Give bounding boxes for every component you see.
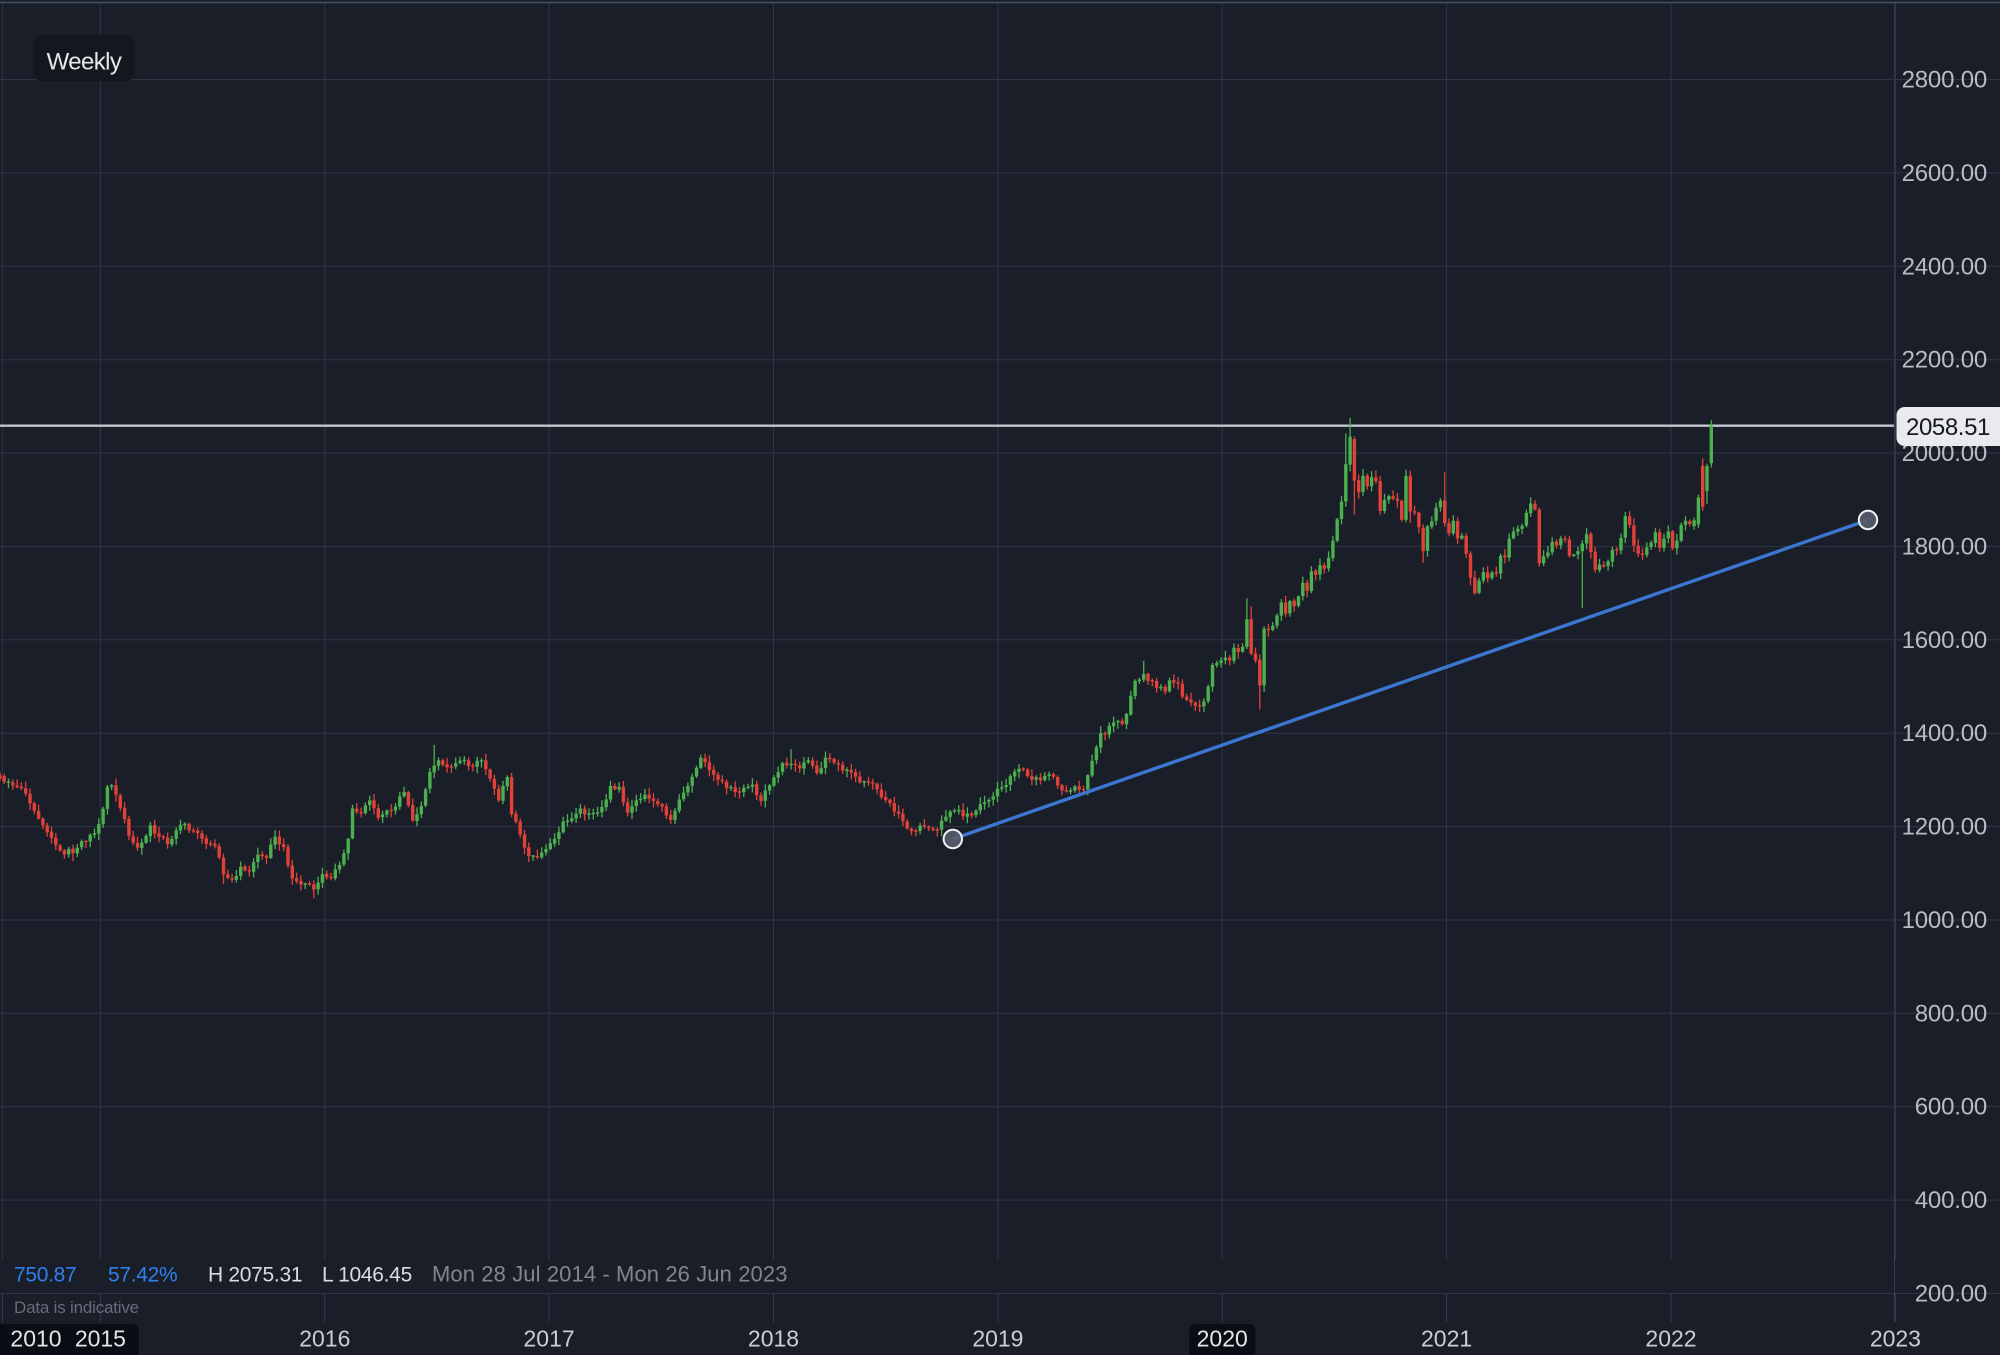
- svg-text:1000.00: 1000.00: [1902, 907, 1987, 934]
- svg-text:2400.00: 2400.00: [1902, 253, 1987, 280]
- svg-text:L 1046.45: L 1046.45: [322, 1264, 412, 1287]
- svg-text:2200.00: 2200.00: [1902, 347, 1987, 374]
- svg-text:400.00: 400.00: [1915, 1187, 1987, 1214]
- svg-text:2010: 2010: [10, 1326, 61, 1352]
- svg-text:2058.51: 2058.51: [1906, 414, 1990, 441]
- svg-text:800.00: 800.00: [1915, 1000, 1987, 1027]
- svg-text:Data is indicative: Data is indicative: [14, 1298, 139, 1317]
- svg-text:1200.00: 1200.00: [1902, 814, 1987, 841]
- svg-text:1800.00: 1800.00: [1902, 533, 1987, 560]
- svg-text:Mon 28 Jul 2014 - Mon 26 Jun 2: Mon 28 Jul 2014 - Mon 26 Jun 2023: [432, 1262, 788, 1287]
- svg-text:2015: 2015: [75, 1326, 126, 1352]
- svg-text:H 2075.31: H 2075.31: [208, 1264, 302, 1287]
- svg-text:2018: 2018: [748, 1326, 799, 1352]
- svg-text:1400.00: 1400.00: [1902, 720, 1987, 747]
- svg-text:2020: 2020: [1197, 1326, 1248, 1352]
- svg-text:2021: 2021: [1421, 1326, 1472, 1352]
- svg-text:Weekly: Weekly: [47, 49, 122, 76]
- svg-text:2017: 2017: [524, 1326, 575, 1352]
- svg-text:2022: 2022: [1645, 1326, 1696, 1352]
- svg-text:2023: 2023: [1870, 1326, 1921, 1352]
- svg-text:2019: 2019: [972, 1326, 1023, 1352]
- svg-text:200.00: 200.00: [1915, 1281, 1987, 1308]
- svg-text:1600.00: 1600.00: [1902, 627, 1987, 654]
- svg-text:57.42%: 57.42%: [108, 1264, 177, 1287]
- svg-text:600.00: 600.00: [1915, 1094, 1987, 1121]
- svg-text:2600.00: 2600.00: [1902, 160, 1987, 187]
- svg-text:750.87: 750.87: [14, 1264, 76, 1287]
- svg-text:2016: 2016: [299, 1326, 350, 1352]
- svg-text:2800.00: 2800.00: [1902, 67, 1987, 94]
